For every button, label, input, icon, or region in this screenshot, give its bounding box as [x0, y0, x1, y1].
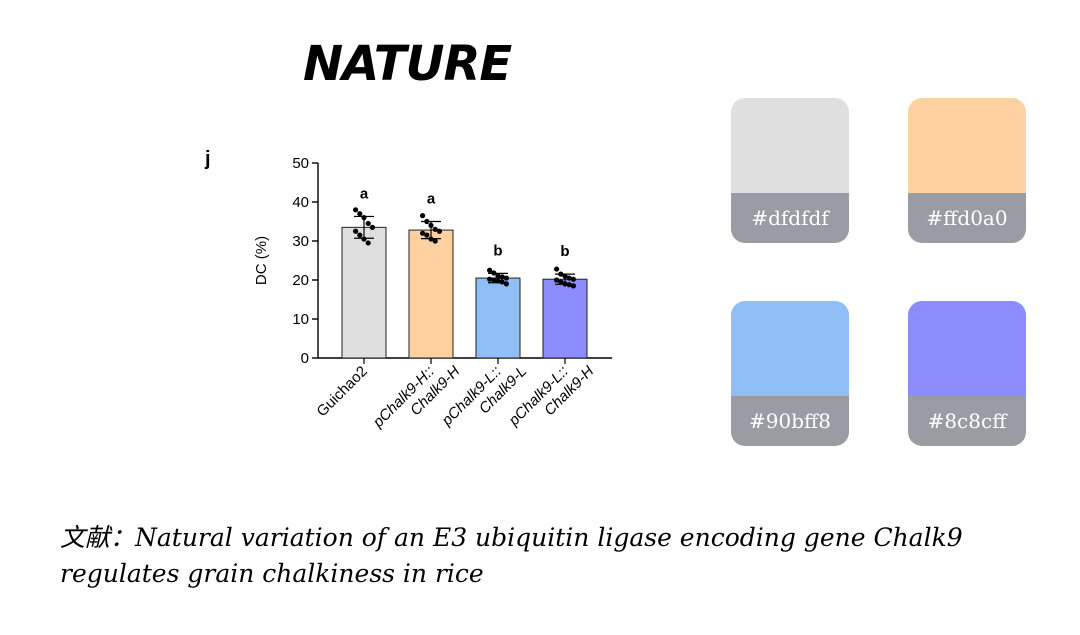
x-tick-label: Guichao2: [313, 363, 370, 420]
y-tick-label: 40: [292, 194, 309, 211]
swatch-hex-label: #90bff8: [731, 396, 849, 446]
x-tick-label: pChalk9-H::Chalk9-H: [369, 350, 463, 444]
y-tick-label: 50: [292, 155, 309, 172]
data-point: [562, 281, 568, 287]
swatch-hex-label: #ffd0a0: [908, 193, 1026, 243]
data-point: [357, 211, 363, 217]
journal-title: NATURE: [303, 36, 512, 92]
data-point: [420, 213, 426, 219]
y-tick-label: 30: [292, 233, 309, 250]
data-point: [562, 273, 568, 279]
data-point: [554, 277, 560, 283]
bar: [408, 229, 454, 359]
data-point: [487, 276, 493, 282]
data-point: [365, 220, 371, 227]
bar: [475, 277, 521, 359]
data-point: [499, 274, 505, 280]
data-point: [566, 275, 572, 281]
y-axis-label: DC (%): [253, 236, 270, 285]
bar: [542, 278, 588, 359]
data-point: [424, 232, 430, 238]
data-point: [491, 277, 497, 283]
data-point: [361, 215, 367, 221]
data-point: [365, 240, 371, 246]
data-point: [558, 271, 564, 277]
data-point: [432, 238, 438, 244]
significance-label: a: [427, 191, 436, 208]
data-point: [487, 267, 493, 273]
data-point: [361, 236, 367, 242]
significance-label: a: [360, 185, 369, 202]
panel-letter: j: [205, 148, 211, 170]
citation-text: 文献：Natural variation of an E3 ubiquitin …: [60, 523, 963, 588]
data-point: [558, 279, 564, 285]
color-swatch-violet: #8c8cff: [908, 301, 1026, 446]
swatch-fill: [731, 301, 849, 396]
data-point: [570, 276, 577, 282]
data-point: [495, 273, 501, 279]
color-swatch-gray: #dfdfdf: [731, 98, 849, 243]
data-point: [503, 281, 509, 287]
data-point: [436, 228, 442, 234]
data-point: [424, 218, 430, 225]
swatch-fill: [908, 98, 1026, 193]
bar: [341, 226, 387, 359]
data-point: [495, 278, 501, 284]
data-point: [353, 207, 359, 213]
swatch-hex-label: #dfdfdf: [731, 193, 849, 243]
data-point: [420, 230, 426, 236]
y-tick-label: 10: [292, 311, 309, 328]
swatch-fill: [731, 98, 849, 193]
data-point: [432, 226, 438, 232]
data-point: [369, 224, 375, 230]
data-point: [554, 266, 560, 272]
swatch-fill: [908, 301, 1026, 396]
data-point: [353, 228, 359, 234]
data-point: [428, 236, 434, 242]
color-swatch-blue: #90bff8: [731, 301, 849, 446]
data-point: [428, 222, 434, 228]
swatch-hex-label: #8c8cff: [908, 396, 1026, 446]
x-tick-label-line: Guichao2: [313, 363, 370, 420]
significance-label: b: [493, 242, 502, 259]
data-point: [499, 279, 505, 285]
data-point: [491, 270, 497, 276]
data-point: [357, 232, 363, 238]
y-tick-label: 20: [292, 272, 309, 289]
data-point: [503, 275, 509, 281]
y-tick-label: 0: [301, 350, 309, 367]
data-point: [570, 283, 577, 289]
data-point: [566, 282, 572, 288]
color-swatch-peach: #ffd0a0: [908, 98, 1026, 243]
significance-label: b: [560, 243, 569, 260]
